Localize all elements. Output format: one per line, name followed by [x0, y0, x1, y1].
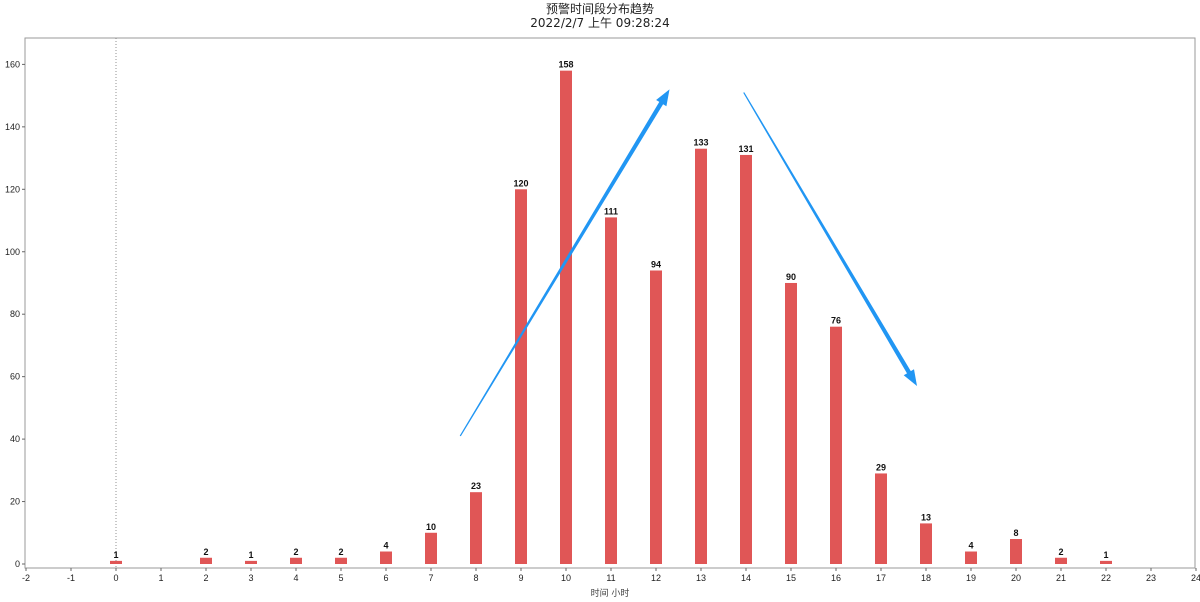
- y-tick-label: 40: [10, 434, 20, 444]
- x-tick-label: 22: [1101, 573, 1111, 583]
- bar: [110, 560, 122, 564]
- bar: [920, 523, 932, 564]
- bar: [560, 70, 572, 565]
- x-tick-label: 3: [248, 573, 253, 583]
- x-axis-title: 时间 小时: [591, 587, 630, 599]
- data-label: 4: [968, 541, 973, 551]
- x-tick-label: 18: [921, 573, 931, 583]
- x-tick-label: 14: [741, 573, 751, 583]
- bar: [1100, 560, 1112, 564]
- y-tick-label: 140: [5, 122, 20, 132]
- trend-arrow: [743, 92, 917, 386]
- data-label: 1: [1103, 550, 1108, 560]
- x-tick-label: 15: [786, 573, 796, 583]
- chart-subtitle: 2022/2/7 上午 09:28:24: [530, 16, 670, 30]
- x-tick-label: 21: [1056, 573, 1066, 583]
- x-tick-label: 1: [158, 573, 163, 583]
- x-tick-label: 8: [473, 573, 478, 583]
- data-label: 111: [604, 206, 618, 216]
- x-tick-label: 19: [966, 573, 976, 583]
- data-label: 29: [876, 462, 886, 472]
- y-tick-label: 100: [5, 247, 20, 257]
- bar: [875, 473, 887, 564]
- chart-title: 预警时间段分布趋势: [545, 2, 654, 16]
- y-tick-label: 0: [15, 559, 20, 569]
- x-tick-label: 2: [203, 573, 208, 583]
- trend-arrow: [459, 89, 670, 437]
- x-tick-label: 0: [113, 573, 118, 583]
- x-tick-label: 6: [383, 573, 388, 583]
- x-tick-label: 16: [831, 573, 841, 583]
- x-tick-label: 11: [606, 573, 615, 583]
- data-label: 10: [426, 522, 436, 532]
- data-label: 90: [786, 272, 796, 282]
- y-tick-label: 160: [5, 59, 20, 69]
- bar: [605, 217, 617, 564]
- bar: [1055, 557, 1067, 564]
- y-tick-label: 20: [10, 497, 20, 507]
- x-tick-label: 24: [1191, 573, 1200, 583]
- x-tick-label: 17: [876, 573, 886, 583]
- x-tick-label: 10: [561, 573, 571, 583]
- plot-area: [24, 37, 1196, 569]
- trend-arrow-shape: [743, 92, 917, 386]
- bar: [470, 492, 482, 564]
- data-label: 1: [248, 550, 253, 560]
- bar: [335, 557, 347, 564]
- bar: [380, 551, 392, 564]
- data-label: 2: [338, 547, 343, 557]
- bar: [245, 560, 257, 564]
- x-tick-label: -1: [67, 573, 75, 583]
- bar: [785, 282, 797, 564]
- bar: [740, 154, 752, 564]
- data-label: 131: [738, 144, 753, 154]
- x-tick-label: 5: [338, 573, 343, 583]
- y-tick-label: 60: [10, 372, 20, 382]
- bar: [1010, 539, 1022, 564]
- x-tick-label: 13: [696, 573, 706, 583]
- data-label: 94: [651, 259, 661, 269]
- x-tick-label: 12: [651, 573, 661, 583]
- data-label: 4: [383, 541, 388, 551]
- bar: [650, 270, 662, 564]
- trend-arrow-shape: [459, 89, 670, 437]
- bar: [290, 557, 302, 564]
- x-tick-label: 9: [518, 573, 523, 583]
- data-label: 133: [693, 138, 708, 148]
- x-tick-label: 20: [1011, 573, 1021, 583]
- bar: [515, 189, 527, 565]
- x-tick-label: 7: [428, 573, 433, 583]
- y-tick-label: 80: [10, 309, 20, 319]
- bar: [965, 551, 977, 564]
- data-label: 13: [921, 512, 931, 522]
- chart-header: 预警时间段分布趋势 2022/2/7 上午 09:28:24: [0, 2, 1200, 31]
- data-label: 1: [113, 550, 118, 560]
- x-tick-label: 23: [1146, 573, 1156, 583]
- data-label: 158: [558, 60, 573, 70]
- bar: [425, 532, 437, 564]
- data-label: 23: [471, 481, 481, 491]
- data-label: 2: [203, 547, 208, 557]
- bar: [200, 557, 212, 564]
- data-label: 2: [293, 547, 298, 557]
- x-tick-label: -2: [22, 573, 30, 583]
- data-label: 76: [831, 316, 841, 326]
- bar: [830, 326, 842, 564]
- data-label: 120: [513, 178, 528, 188]
- bar: [695, 148, 707, 564]
- data-label: 8: [1013, 528, 1018, 538]
- data-label: 2: [1058, 547, 1063, 557]
- y-tick-label: 120: [5, 184, 20, 194]
- x-tick-label: 4: [293, 573, 298, 583]
